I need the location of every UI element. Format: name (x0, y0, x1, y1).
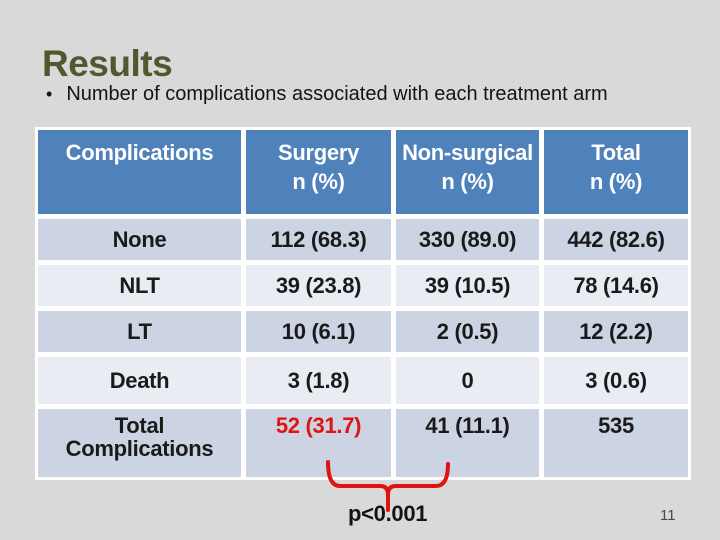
cell-death-surgery: 3 (1.8) (246, 357, 391, 404)
p-value-label: p<0.001 (348, 501, 428, 526)
row-label-total-complications: Total Complications (38, 409, 241, 477)
header-line1: Surgery (277, 140, 360, 165)
cell-nlt-surgery: 39 (23.8) (246, 265, 391, 306)
header-line2: n (%) (589, 169, 643, 194)
cell-nlt-nonsurgical: 39 (10.5) (396, 265, 539, 306)
cell-totalcomp-surgery: 52 (31.7) (246, 409, 391, 477)
row-label-lt: LT (38, 311, 241, 352)
header-line2: n (%) (292, 169, 345, 194)
header-cell-complications: Complications (38, 130, 241, 214)
cell-lt-nonsurgical: 2 (0.5) (396, 311, 539, 352)
header-cell-total: Total n (%) (544, 130, 688, 214)
cell-none-surgery: 112 (68.3) (246, 219, 391, 260)
bullet-text: Number of complications associated with … (66, 83, 608, 105)
bullet-item: • Number of complications associated wit… (46, 82, 608, 106)
cell-lt-total: 12 (2.2) (544, 311, 688, 352)
complications-table: Complications Surgery n (%) Non-surgical… (35, 127, 691, 480)
header-line1: Complications (65, 140, 214, 165)
cell-lt-surgery: 10 (6.1) (246, 311, 391, 352)
cell-nlt-total: 78 (14.6) (544, 265, 688, 306)
cell-none-total: 442 (82.6) (544, 219, 688, 260)
header-cell-non-surgical: Non-surgical n (%) (396, 130, 539, 214)
cell-totalcomp-total: 535 (544, 409, 688, 477)
header-line1: Non-surgical (402, 140, 533, 165)
slide-page-number: 11 (660, 507, 676, 524)
bullet-icon: • (46, 84, 53, 104)
header-cell-surgery: Surgery n (%) (246, 130, 391, 214)
row-label-none: None (38, 219, 241, 260)
row-label-nlt: NLT (38, 265, 241, 306)
row-label-death: Death (38, 357, 241, 404)
cell-none-nonsurgical: 330 (89.0) (396, 219, 539, 260)
header-line1: Total (591, 140, 641, 165)
brace-annotation-icon (326, 460, 450, 512)
cell-death-nonsurgical: 0 (396, 357, 539, 404)
cell-death-total: 3 (0.6) (544, 357, 688, 404)
cell-totalcomp-nonsurgical: 41 (11.1) (396, 409, 539, 477)
page-title: Results (42, 43, 173, 84)
header-line2: n (%) (441, 169, 494, 194)
